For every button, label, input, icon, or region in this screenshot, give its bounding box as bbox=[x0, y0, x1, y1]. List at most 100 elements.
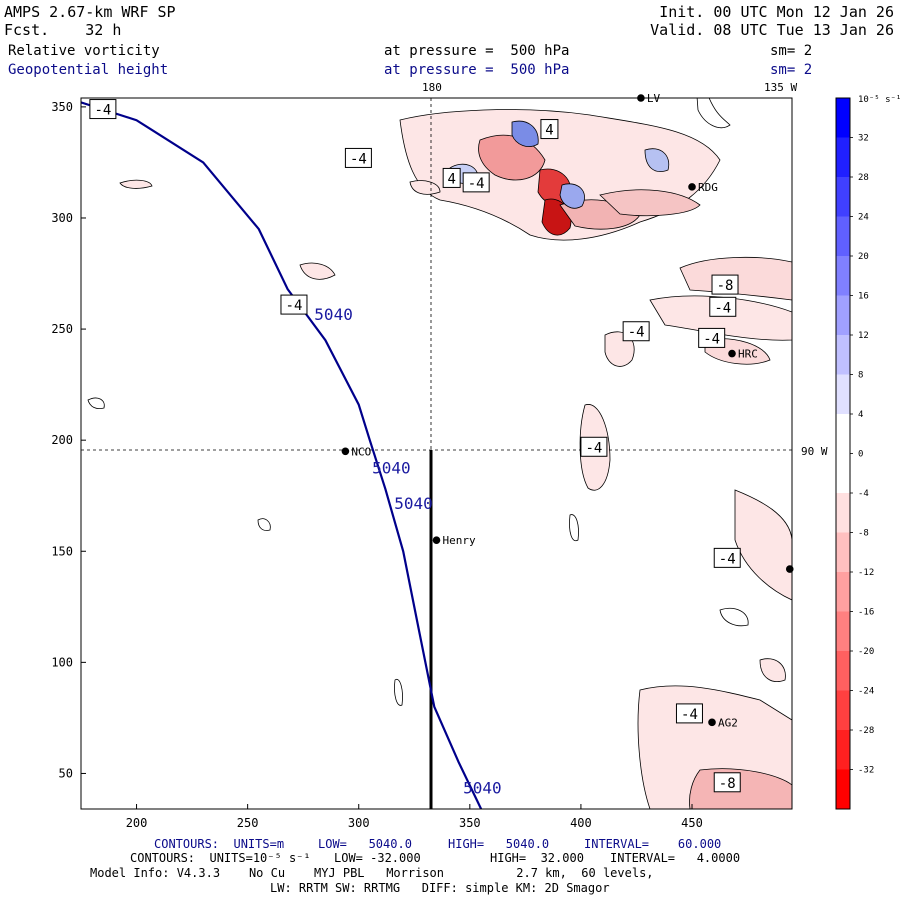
vorticity-blob bbox=[257, 518, 271, 531]
colorbar-band bbox=[836, 177, 850, 217]
station-label: AG2 bbox=[718, 716, 738, 729]
vorticity-blob bbox=[559, 183, 585, 209]
station-label: LV bbox=[647, 92, 661, 105]
station-dot bbox=[785, 565, 794, 573]
vorticity-blob bbox=[511, 120, 539, 147]
vorticity-label-box bbox=[622, 321, 650, 342]
vorticity-blob bbox=[87, 397, 105, 409]
colorbar-tick-label: 28 bbox=[858, 173, 869, 183]
station-dot bbox=[432, 536, 441, 544]
colorbar-tick-label: 20 bbox=[858, 252, 869, 262]
x-tick-label: 450 bbox=[681, 816, 703, 830]
colorbar-tick-label: -24 bbox=[858, 687, 874, 697]
station-label: Henry bbox=[443, 534, 476, 547]
vorticity-label: -8 bbox=[717, 278, 734, 294]
vorticity-label-box bbox=[713, 772, 741, 793]
x-tick-label: 200 bbox=[126, 816, 148, 830]
colorbar-tick-label: -16 bbox=[858, 608, 874, 618]
vorticity-label-box bbox=[344, 147, 372, 168]
colorbar-band bbox=[836, 611, 850, 651]
contours-height-interval: INTERVAL= 60.000 bbox=[584, 837, 722, 851]
station-label: NCO bbox=[351, 445, 371, 458]
colorbar-tick-label: -28 bbox=[858, 726, 874, 736]
colorbar-tick-label: 24 bbox=[858, 213, 869, 223]
colorbar-tick-label: 32 bbox=[858, 134, 869, 144]
vorticity-label-box bbox=[280, 294, 308, 315]
station-dot bbox=[708, 718, 716, 727]
vorticity-label: -4 bbox=[714, 300, 731, 316]
vorticity-blob bbox=[759, 658, 786, 682]
vorticity-label: 4 bbox=[545, 123, 553, 139]
contours-height-low: LOW= 5040.0 bbox=[318, 837, 412, 851]
colorbar-band bbox=[836, 493, 850, 533]
vorticity-blob bbox=[409, 180, 441, 195]
geopotential-height-contour bbox=[81, 101, 483, 809]
vorticity-label: -4 bbox=[286, 298, 303, 314]
vorticity-label: -4 bbox=[681, 707, 698, 723]
vorticity-label: -4 bbox=[94, 103, 111, 119]
colorbar-band bbox=[836, 730, 850, 770]
colorbar-band bbox=[836, 335, 850, 375]
contours-height-high: HIGH= 5040.0 bbox=[448, 837, 550, 851]
field2-level: at pressure = 500 hPa bbox=[384, 62, 570, 78]
x-tick-label: 250 bbox=[237, 816, 259, 830]
vorticity-label: -4 bbox=[628, 325, 645, 341]
vorticity-blob bbox=[719, 608, 749, 627]
colorbar-tick-label: -12 bbox=[858, 568, 874, 578]
x-axis: 200 250 300 350 400 450 bbox=[126, 804, 703, 830]
y-tick-label: 250 bbox=[51, 322, 73, 336]
vorticity-label: -8 bbox=[719, 776, 736, 792]
colorbar-band bbox=[836, 453, 850, 493]
station-dot bbox=[637, 94, 645, 102]
vorticity-label-box bbox=[89, 99, 117, 120]
height-contour-label: 5040 bbox=[394, 494, 433, 513]
height-contour-label: 5040 bbox=[463, 778, 502, 797]
colorbar-band bbox=[836, 690, 850, 730]
plot-frame bbox=[80, 97, 793, 810]
vorticity-label-box bbox=[698, 327, 726, 348]
colorbar-tick-label: -32 bbox=[858, 766, 874, 776]
vorticity-label: -4 bbox=[719, 551, 736, 567]
forecast-hour: Fcst. 32 h bbox=[4, 21, 122, 39]
height-contour-label: 5040 bbox=[314, 305, 353, 324]
station-dot bbox=[341, 447, 350, 456]
colorbar-band bbox=[836, 532, 850, 572]
vorticity-blob bbox=[734, 489, 792, 601]
meridian-label-135w: 135 W bbox=[764, 81, 797, 94]
colorbar-band bbox=[836, 295, 850, 335]
y-tick-label: 100 bbox=[51, 655, 73, 669]
colorbar-tick-label: -4 bbox=[858, 489, 869, 499]
field2-name: Geopotential height bbox=[8, 62, 169, 78]
colorbar: 32 28 24 20 16 12 8 4 0 -4 -8 -12 -16 -20 -24 -28 -32 bbox=[835, 97, 874, 810]
vorticity-label-box bbox=[713, 547, 741, 568]
vorticity-label-box bbox=[462, 172, 490, 193]
colorbar-band bbox=[836, 216, 850, 256]
vorticity-blob bbox=[569, 514, 579, 542]
colorbar-tick-label: 8 bbox=[858, 371, 863, 381]
colorbar-tick-label: 0 bbox=[858, 450, 863, 460]
vorticity-label: 4 bbox=[447, 171, 455, 187]
vorticity-contours bbox=[87, 98, 792, 809]
field1-smoothing: sm= 2 bbox=[770, 43, 813, 59]
x-tick-label: 400 bbox=[570, 816, 592, 830]
colorbar-band bbox=[836, 572, 850, 612]
colorbar-band bbox=[836, 414, 850, 454]
colorbar-band bbox=[836, 98, 850, 138]
colorbar-tick-label: -8 bbox=[858, 529, 869, 539]
vorticity-label-box bbox=[580, 436, 608, 457]
vorticity-contour-labels: -4 -4 4 -4 4 -4 -4 -8 -4 -4 -4 -4 -4 -8 bbox=[89, 99, 741, 793]
height-contour-labels: 5040 5040 5040 5040 bbox=[314, 305, 501, 797]
vorticity-label: -4 bbox=[350, 151, 367, 167]
vorticity-blob bbox=[119, 179, 153, 189]
colorbar-band bbox=[836, 651, 850, 691]
y-tick-label: 150 bbox=[51, 544, 73, 558]
colorbar-tick-label: 12 bbox=[858, 331, 869, 341]
contours-vort-interval: INTERVAL= 4.0000 bbox=[610, 851, 741, 865]
colorbar-units: 10⁻⁵ s⁻¹ bbox=[858, 95, 900, 105]
vorticity-blob bbox=[394, 678, 403, 706]
vorticity-blob bbox=[649, 295, 792, 341]
vorticity-label-box bbox=[540, 119, 559, 140]
y-tick-label: 200 bbox=[51, 433, 73, 447]
field1-level: at pressure = 500 hPa bbox=[384, 43, 570, 59]
